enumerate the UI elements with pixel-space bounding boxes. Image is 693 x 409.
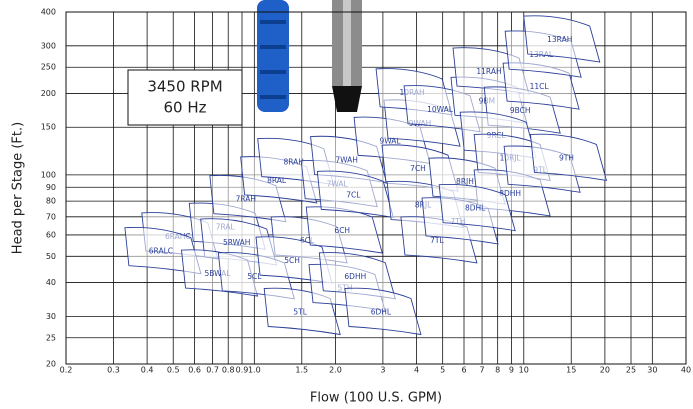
pump-model-label: 6DHH xyxy=(344,272,366,281)
y-axis-title: Head per Stage (Ft.) xyxy=(11,122,26,254)
x-tick-label: 0.2 xyxy=(60,366,73,375)
pump-illustration xyxy=(257,0,362,112)
x-tick-label: 10 xyxy=(519,366,529,375)
x-tick-label: 0.4 xyxy=(141,366,154,375)
y-tick-label: 40 xyxy=(46,278,56,287)
plot-frame xyxy=(65,11,687,365)
x-tick-label: 8 xyxy=(495,366,500,375)
y-tick-label: 70 xyxy=(46,212,56,221)
x-tick-label: 2.0 xyxy=(329,366,342,375)
pump-model-label: 5CL xyxy=(247,272,262,281)
pump-region xyxy=(523,15,601,63)
pump-model-label: 5BWAL xyxy=(205,269,232,278)
pump-model-label: 8RAH xyxy=(283,158,303,167)
y-tick-label: 150 xyxy=(41,123,56,132)
x-tick-label: 3 xyxy=(380,366,385,375)
x-tick-label: 20 xyxy=(600,366,610,375)
x-tick-label: 4 xyxy=(414,366,419,375)
y-tick-label: 25 xyxy=(46,333,56,342)
x-tick-label: 0.5 xyxy=(167,366,180,375)
y-tick-label: 80 xyxy=(46,197,56,206)
pump-model-label: 11RAH xyxy=(476,67,501,76)
pump-region xyxy=(529,133,608,182)
y-tick-label: 50 xyxy=(46,252,56,261)
y-tick-label: 200 xyxy=(41,89,56,98)
x-tick-label: 0.3 xyxy=(107,366,120,375)
x-tick-label: 15 xyxy=(566,366,576,375)
x-axis-title: Flow (100 U.S. GPM) xyxy=(310,391,442,406)
y-tick-label: 250 xyxy=(41,63,56,72)
pump-model-label: 13RAH xyxy=(547,35,572,44)
x-tick-label: 5 xyxy=(440,366,445,375)
x-tick-label: 0.6 xyxy=(188,366,201,375)
pump-model-label: 9BCH xyxy=(510,106,531,115)
y-tick-label: 30 xyxy=(46,312,56,321)
y-tick-label: 100 xyxy=(41,170,56,179)
pump-model-label: 7CL xyxy=(346,190,361,199)
x-tick-label: 1.0 xyxy=(248,366,261,375)
pump-model-label: 6CL xyxy=(300,236,315,245)
x-tick-label: 0.9 xyxy=(236,366,249,375)
y-tick-label: 90 xyxy=(46,183,56,192)
pump-model-label: 7CH xyxy=(410,164,426,173)
x-tick-label: 25 xyxy=(626,366,636,375)
pump-model-label: 9TH xyxy=(559,153,574,162)
x-tick-label: 30 xyxy=(647,366,657,375)
pump-model-label: 5RWAH xyxy=(223,238,250,247)
pump-model-label: 8RJH xyxy=(456,177,474,186)
speed-label: 3450 RPM xyxy=(147,78,222,96)
pump-model-label: 5CH xyxy=(284,256,300,265)
x-tick-label: 0.7 xyxy=(206,366,219,375)
pump-model-label: 8DHH xyxy=(499,189,521,198)
y-tick-label: 60 xyxy=(46,230,56,239)
y-tick-label: 400 xyxy=(41,8,56,17)
pump-model-label: 7TL xyxy=(430,236,444,245)
pump-model-label: 6CH xyxy=(334,226,350,235)
motor-tip xyxy=(332,86,362,112)
pump-ring xyxy=(260,70,286,74)
pump-region xyxy=(344,287,422,336)
y-tick-label: 300 xyxy=(41,41,56,50)
pump-model-label: 11CL xyxy=(530,82,550,91)
frequency-label: 60 Hz xyxy=(163,99,206,117)
pump-body xyxy=(257,0,289,112)
pump-model-label: 6RALC xyxy=(149,247,173,256)
pump-model-label: 8RAL xyxy=(267,176,287,185)
pump-regions: 6RAHC6RALC7RAL5RWAH5BWAL5CL7RAH8RAL8RAH6… xyxy=(124,15,608,336)
x-tick-label: 6 xyxy=(461,366,466,375)
motor-highlight xyxy=(343,0,351,86)
pump-model-label: 9WAL xyxy=(380,136,402,145)
x-tick-label: 7 xyxy=(479,366,484,375)
x-tick-label: 0.8 xyxy=(222,366,235,375)
pump-model-label: 7RAH xyxy=(236,195,256,204)
pump-model-label: 8DHL xyxy=(465,204,486,213)
y-tick-label: 20 xyxy=(46,360,56,369)
x-tick-label: 40 xyxy=(681,366,691,375)
pump-model-label: 5TL xyxy=(293,308,307,317)
pump-model-label: 7WAH xyxy=(335,156,358,165)
x-tick-label: 9 xyxy=(509,366,514,375)
pump-ring xyxy=(260,45,286,49)
pump-ring xyxy=(260,95,286,99)
pump-ring xyxy=(260,20,286,24)
speed-box xyxy=(127,69,243,126)
pump-model-label: 10WAL xyxy=(427,105,454,114)
pump-region xyxy=(438,183,516,232)
pump-model-label: 6DHL xyxy=(371,308,392,317)
x-tick-label: 1.5 xyxy=(295,366,308,375)
